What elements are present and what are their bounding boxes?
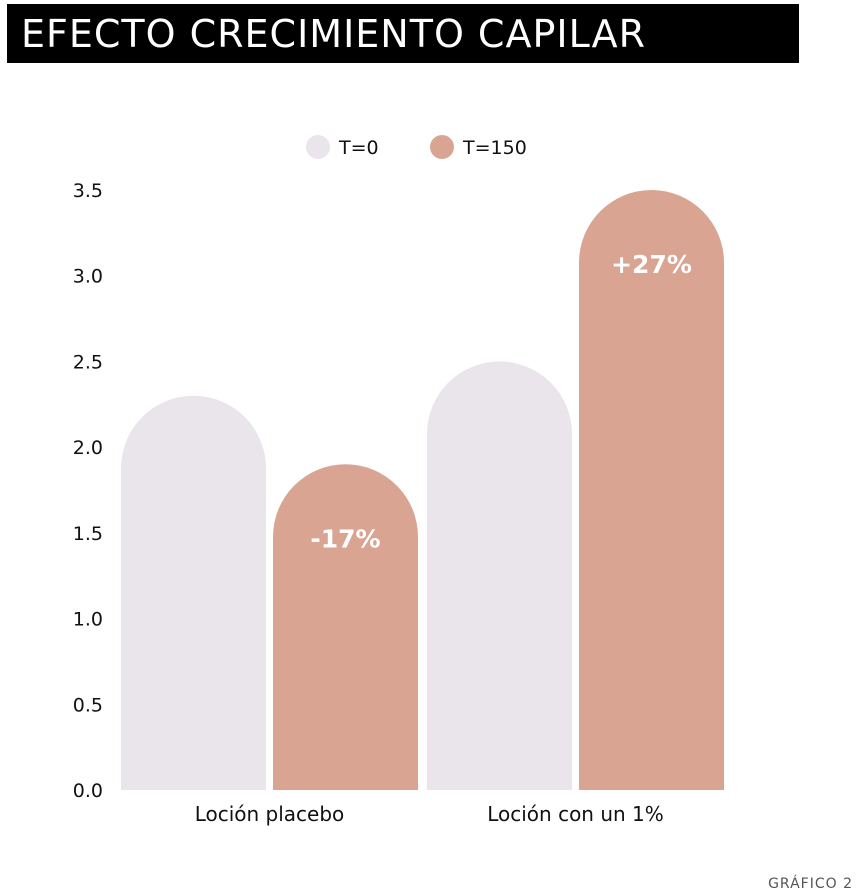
y-tick-label: 3.0: [73, 266, 103, 288]
bar-t0: [121, 395, 266, 790]
figure-label: GRÁFICO 2: [768, 876, 853, 892]
bar-data-label: -17%: [310, 524, 380, 553]
legend-marker: [306, 135, 330, 159]
bar-data-label: +27%: [611, 250, 692, 279]
y-tick-label: 1.0: [73, 609, 103, 631]
legend-marker: [430, 135, 454, 159]
legend-label: T=0: [338, 137, 379, 159]
bar-t0: [427, 361, 572, 790]
chart-title: EFECTO CRECIMIENTO CAPILAR: [21, 11, 647, 56]
y-tick-label: 0.0: [73, 780, 103, 802]
legend-label: T=150: [462, 137, 527, 159]
y-tick-label: 2.5: [73, 351, 103, 373]
title-bar: EFECTO CRECIMIENTO CAPILAR: [7, 4, 799, 63]
y-tick-label: 2.0: [73, 437, 103, 459]
y-tick-label: 1.5: [73, 523, 103, 545]
bar-t150: [579, 190, 724, 790]
y-tick-label: 3.5: [73, 180, 103, 202]
bar-t150: [273, 464, 418, 790]
x-tick-label: Loción con un 1%: [487, 802, 664, 826]
x-tick-label: Loción placebo: [195, 802, 345, 826]
y-tick-label: 0.5: [73, 694, 103, 716]
